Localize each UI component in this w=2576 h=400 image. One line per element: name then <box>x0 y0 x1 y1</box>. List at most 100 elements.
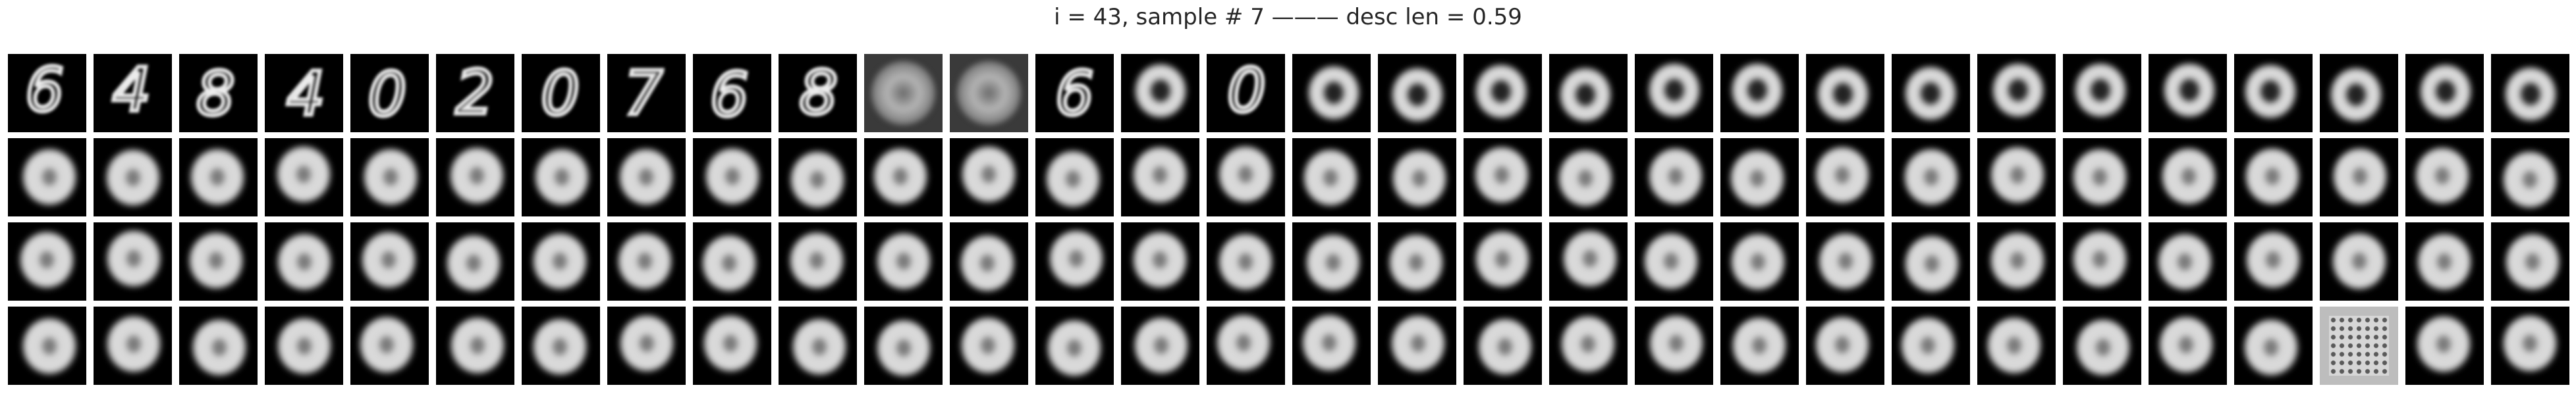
sample-tile <box>1635 222 1713 301</box>
shape-center <box>212 338 227 356</box>
shape-center <box>981 336 996 354</box>
sample-tile: 6 <box>693 54 771 132</box>
sample-tile <box>2491 222 2569 301</box>
shape-center <box>1152 251 1167 268</box>
sample-tile <box>779 222 857 301</box>
sample-tile <box>1549 138 1628 216</box>
shape-center <box>383 168 398 186</box>
sample-tile <box>436 138 514 216</box>
sample-tile <box>2234 307 2313 385</box>
sample-tile <box>2234 222 2313 301</box>
sample-tile <box>693 138 771 216</box>
sample-tile <box>2491 54 2569 132</box>
shape-center <box>2181 167 2197 185</box>
sample-tile: 7 <box>607 54 686 132</box>
sample-tile <box>2149 138 2227 216</box>
sample-tile: 2 <box>436 54 514 132</box>
shape-center <box>1750 253 1765 270</box>
sample-tile <box>1806 138 1884 216</box>
shape-center <box>2179 79 2199 102</box>
sample-tile <box>2063 222 2141 301</box>
artifact-pattern <box>2329 316 2389 376</box>
sample-tile <box>1977 307 2056 385</box>
sample-tile <box>94 307 172 385</box>
shape-center <box>1238 166 1253 184</box>
shape-center <box>2525 253 2540 270</box>
sample-tile <box>1207 138 1285 216</box>
sample-tile <box>2063 138 2141 216</box>
sample-tile <box>2320 307 2398 385</box>
sample-tile: 6 <box>8 54 86 132</box>
sample-tile <box>1549 307 1628 385</box>
shape-center <box>1583 250 1598 268</box>
shape-center <box>2090 79 2110 102</box>
digit-glyph: 8 <box>797 56 840 130</box>
sample-tile <box>1378 222 1456 301</box>
sample-tile: 8 <box>179 54 258 132</box>
digit-glyph: 6 <box>1053 56 1096 130</box>
sample-tile <box>350 307 429 385</box>
sample-tile <box>2234 138 2313 216</box>
svg-text:8: 8 <box>196 59 235 129</box>
sample-tile <box>2405 54 2484 132</box>
shape-center <box>1326 253 1341 271</box>
shape-center <box>1407 83 1427 106</box>
sample-tile <box>1035 222 1114 301</box>
sample-tile <box>1207 222 1285 301</box>
svg-text:4: 4 <box>112 55 151 125</box>
sample-tile <box>2234 54 2313 132</box>
sample-tile <box>8 307 86 385</box>
shape-center <box>41 168 57 186</box>
shape-center <box>809 252 825 270</box>
sample-tile <box>1035 138 1114 216</box>
shape-center <box>1238 253 1253 271</box>
shape-center <box>1747 79 1768 102</box>
shape-center <box>1494 166 1509 184</box>
shape-center <box>1835 336 1850 353</box>
sample-tile <box>1892 307 1970 385</box>
shape-center <box>41 337 57 355</box>
sample-tile <box>950 222 1028 301</box>
shape-center <box>2353 168 2368 186</box>
shape-center <box>209 168 225 186</box>
shape-center <box>2261 80 2281 103</box>
sample-tile <box>436 222 514 301</box>
sample-tile <box>2149 307 2227 385</box>
shape-center <box>2010 166 2025 184</box>
shape-center <box>466 254 481 272</box>
shape-center <box>1924 168 1939 186</box>
sample-tile <box>8 138 86 216</box>
sample-tile <box>1207 307 1285 385</box>
sample-tile <box>950 54 1028 132</box>
sample-tile <box>436 307 514 385</box>
svg-text:8: 8 <box>799 58 838 128</box>
shape-center <box>723 335 738 353</box>
digit-glyph: 7 <box>622 56 665 130</box>
shape-center <box>1153 337 1168 355</box>
sample-tile <box>2320 222 2398 301</box>
sample-tile <box>693 222 771 301</box>
sample-tile: 4 <box>94 54 172 132</box>
shape-center <box>722 255 737 272</box>
shape-center <box>381 251 397 268</box>
sample-tile <box>179 222 258 301</box>
shape-center <box>1576 83 1596 106</box>
sample-tile <box>1464 307 1542 385</box>
sample-tile <box>1292 307 1371 385</box>
shape-center <box>554 168 569 186</box>
shape-center <box>2437 253 2452 271</box>
blurry-shape <box>956 61 1022 126</box>
shape-center <box>2096 338 2111 356</box>
shape-center <box>125 169 140 187</box>
sample-tile <box>1292 138 1371 216</box>
sample-tile <box>1892 54 1970 132</box>
sample-tile <box>1035 307 1114 385</box>
shape-center <box>126 335 142 353</box>
sample-tile <box>94 222 172 301</box>
digit-glyph: 4 <box>110 54 153 127</box>
shape-center <box>2266 251 2281 268</box>
blurry-shape <box>871 61 936 126</box>
sample-tile <box>1549 222 1628 301</box>
sample-tile <box>8 222 86 301</box>
sample-tile <box>1720 54 1799 132</box>
